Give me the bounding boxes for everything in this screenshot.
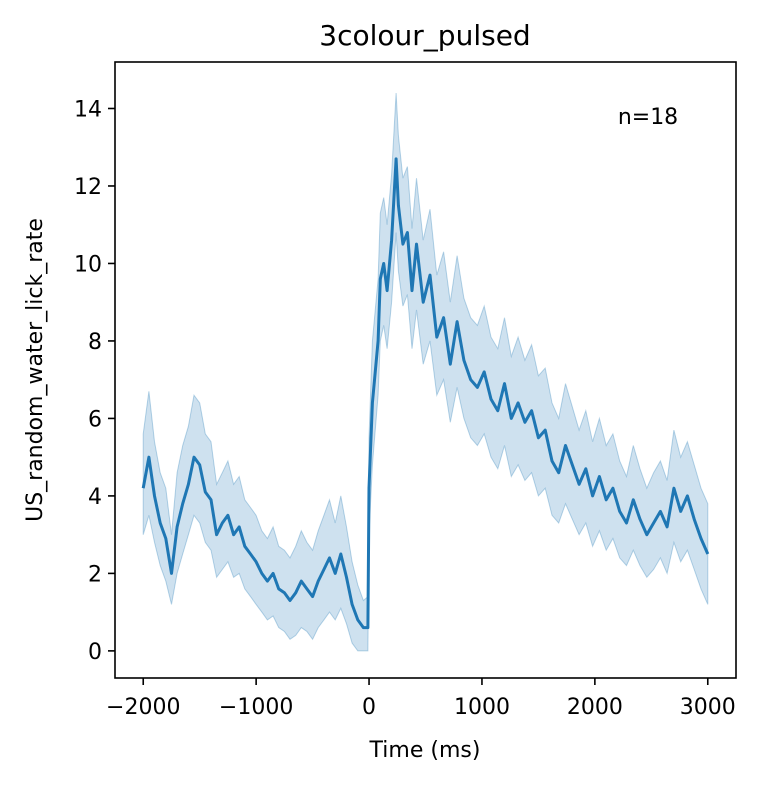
x-tick-label: −2000 xyxy=(106,695,180,720)
y-tick-label: 4 xyxy=(88,485,102,510)
y-tick-label: 12 xyxy=(74,175,102,200)
x-tick-label: −1000 xyxy=(219,695,293,720)
x-tick-label: 0 xyxy=(362,695,376,720)
x-axis-label: Time (ms) xyxy=(369,738,481,763)
y-axis: 0 2 4 6 8 10 12 14 xyxy=(74,97,115,665)
y-tick-label: 14 xyxy=(74,97,102,122)
y-tick-label: 2 xyxy=(88,562,102,587)
plot-area xyxy=(141,92,710,652)
y-tick-label: 6 xyxy=(88,407,102,432)
y-tick-label: 10 xyxy=(74,252,102,277)
mean-line-0 xyxy=(141,157,710,630)
y-axis-label: US_random_water_lick_rate xyxy=(23,218,48,522)
chart-title: 3colour_pulsed xyxy=(319,19,530,52)
confidence-band-0 xyxy=(142,92,709,652)
x-tick-label: 1000 xyxy=(454,695,510,720)
x-tick-label: 3000 xyxy=(680,695,736,720)
axes-frame xyxy=(114,61,737,679)
x-tick-label: 2000 xyxy=(567,695,623,720)
y-tick-label: 8 xyxy=(88,330,102,355)
x-axis: −2000 −1000 0 1000 2000 3000 xyxy=(106,678,736,720)
y-tick-label: 0 xyxy=(88,640,102,665)
sample-size-annotation: n=18 xyxy=(618,105,678,130)
